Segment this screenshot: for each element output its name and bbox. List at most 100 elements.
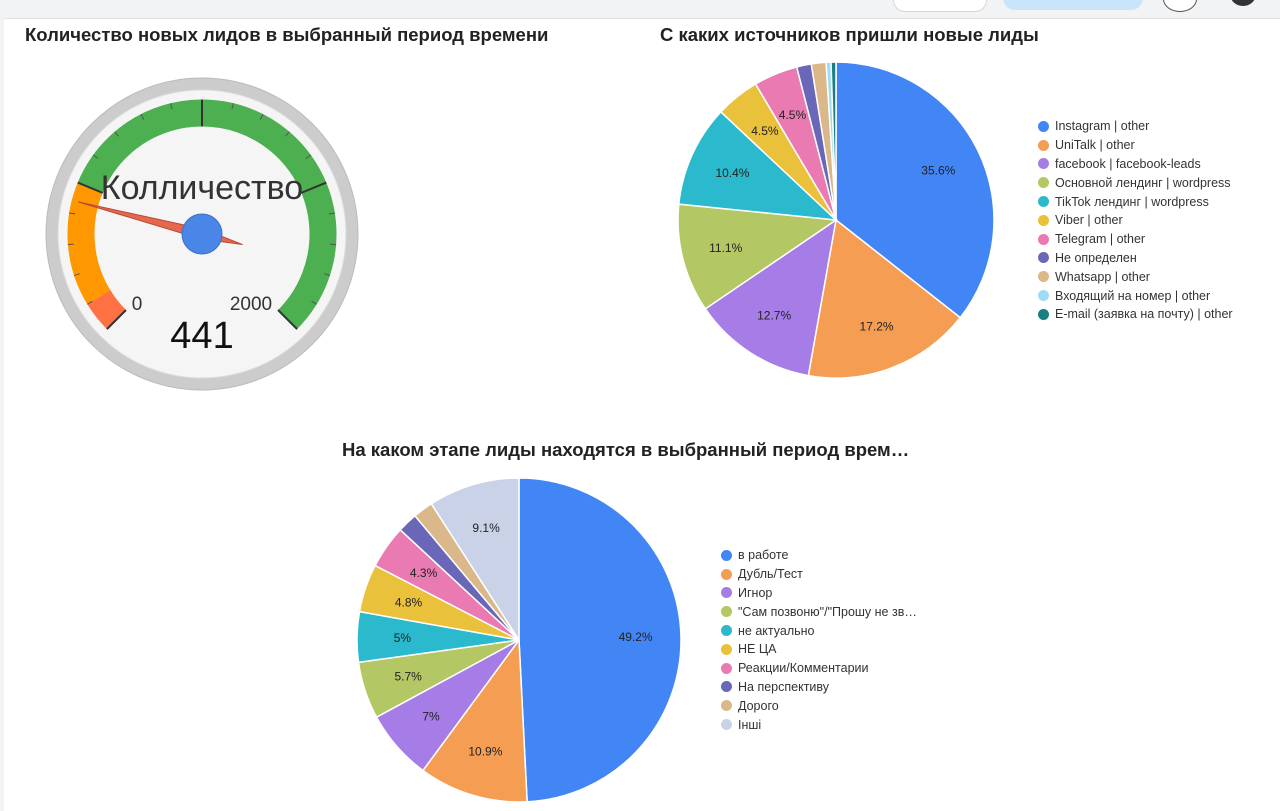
sources-pie-title: С каких источников пришли новые лиды <box>660 24 1039 45</box>
legend-label: Instagram | other <box>1055 119 1150 134</box>
legend-item[interactable]: E-mail (заявка на почту) | other <box>1038 305 1233 324</box>
pie-slice <box>421 637 528 803</box>
legend-item[interactable]: Входящий на номер | other <box>1038 286 1233 305</box>
pie-slice <box>430 477 520 643</box>
legend-label: Основной лендинг | wordpress <box>1055 175 1231 190</box>
gauge-label: Колличество <box>101 169 303 207</box>
legend-swatch <box>721 643 732 655</box>
legend-item[interactable]: Игнор <box>721 584 917 603</box>
legend-swatch <box>1038 120 1049 132</box>
gauge-minor-tick <box>259 113 264 120</box>
legend-label: Входящий на номер | other <box>1055 288 1211 303</box>
legend-label: UniTalk | other <box>1055 138 1135 153</box>
legend-swatch <box>1038 252 1049 264</box>
pie-slice <box>807 218 962 379</box>
gauge-major-tick <box>77 181 104 194</box>
legend-item[interactable]: Дорого <box>721 696 917 715</box>
pie-slice <box>677 110 839 221</box>
legend-item[interactable]: Viber | other <box>1038 211 1233 230</box>
pie-data-label: 4.5% <box>751 124 779 138</box>
legend-swatch <box>1038 196 1049 208</box>
legend-label: Дубль/Тест <box>738 567 803 582</box>
gauge-minor-tick <box>328 212 335 215</box>
avatar[interactable] <box>1230 0 1256 6</box>
legend-swatch <box>721 587 732 599</box>
pie-slice <box>518 477 682 803</box>
gauge-minor-tick <box>305 154 312 159</box>
pie-data-label: 17.2% <box>860 319 894 333</box>
legend-swatch <box>1038 177 1049 189</box>
legend-item[interactable]: Реакции/Комментарии <box>721 659 917 678</box>
pie-data-label: 11.1% <box>709 241 742 255</box>
legend-label: Інші <box>738 717 762 732</box>
legend-swatch <box>1038 271 1049 283</box>
stages-legend: в работе Дубль/Тест Игнор "Сам позвоню"/"Пр… <box>721 546 917 734</box>
legend-label: Не определен <box>1055 250 1137 265</box>
legend-item[interactable]: Дубль/Тест <box>721 565 917 584</box>
pie-data-label: 9.1% <box>472 521 500 535</box>
gauge-minor-tick <box>285 131 290 137</box>
gauge-minor-tick <box>311 300 317 305</box>
legend-swatch <box>1038 158 1049 170</box>
legend-label: E-mail (заявка на почту) | other <box>1055 307 1233 322</box>
legend-item[interactable]: Telegram | other <box>1038 230 1233 249</box>
legend-label: TikTok лендинг | wordpress <box>1055 194 1209 209</box>
pie-data-label: 5% <box>394 631 412 645</box>
legend-label: Telegram | other <box>1055 232 1146 247</box>
gauge-min-label: 0 <box>132 294 143 315</box>
sources-legend: Instagram | other UniTalk | other facebook… <box>1038 117 1233 324</box>
gauge-minor-tick <box>73 273 80 277</box>
legend-item[interactable]: TikTok лендинг | wordpress <box>1038 192 1233 211</box>
legend-label: НЕ ЦА <box>738 642 777 657</box>
gauge-minor-tick <box>114 131 119 137</box>
legend-label: "Сам позвоню"/"Прошу не зв… <box>738 604 917 619</box>
legend-label: facebook | facebook-leads <box>1055 156 1201 171</box>
gauge-title: Количество новых лидов в выбранный перио… <box>25 24 549 45</box>
gauge-major-tick <box>106 309 127 330</box>
legend-item[interactable]: UniTalk | other <box>1038 136 1233 155</box>
legend-item[interactable]: "Сам позвоню"/"Прошу не зв… <box>721 602 917 621</box>
gauge-minor-tick <box>231 103 234 110</box>
legend-item[interactable]: Основной лендинг | wordpress <box>1038 173 1233 192</box>
legend-swatch <box>1038 233 1049 245</box>
legend-item[interactable]: Whatsapp | other <box>1038 267 1233 286</box>
legend-item[interactable]: facebook | facebook-leads <box>1038 155 1233 174</box>
legend-item[interactable]: в работе <box>721 546 917 565</box>
pie-data-label: 4.5% <box>779 108 807 122</box>
gauge-minor-tick <box>87 300 93 305</box>
legend-swatch <box>721 549 732 561</box>
pie-data-label: 10.4% <box>715 166 749 180</box>
legend-swatch <box>721 662 732 674</box>
gauge-minor-tick <box>92 154 99 159</box>
legend-swatch <box>721 681 732 693</box>
gauge-minor-tick <box>170 103 173 110</box>
legend-swatch <box>721 625 732 637</box>
left-border <box>0 18 4 811</box>
legend-label: На перспективу <box>738 679 830 694</box>
toolbar-primary-button[interactable] <box>1003 0 1143 10</box>
gauge-max-label: 2000 <box>230 294 272 315</box>
pie-data-label: 4.8% <box>395 596 423 610</box>
legend-item[interactable]: Instagram | other <box>1038 117 1233 136</box>
pie-data-label: 7% <box>422 710 440 724</box>
pie-data-label: 35.6% <box>921 163 955 177</box>
legend-label: Whatsapp | other <box>1055 269 1150 284</box>
legend-item[interactable]: не актуально <box>721 621 917 640</box>
legend-label: не актуально <box>738 623 815 638</box>
legend-label: Дорого <box>738 698 779 713</box>
legend-item[interactable]: Не определен <box>1038 249 1233 268</box>
pie-data-label: 5.7% <box>395 669 423 683</box>
gauge-minor-tick <box>324 273 331 277</box>
stages-pie-title: На каком этапе лиды находятся в выбранны… <box>342 439 910 460</box>
pie-data-label: 10.9% <box>468 745 502 759</box>
legend-swatch <box>1038 290 1049 302</box>
pie-slice <box>830 61 837 221</box>
legend-swatch <box>721 700 732 712</box>
legend-item[interactable]: НЕ ЦА <box>721 640 917 659</box>
gauge-major-tick <box>277 309 298 330</box>
gauge-value: 441 <box>170 315 233 357</box>
legend-item[interactable]: На перспективу <box>721 678 917 697</box>
pie-slice <box>677 203 839 310</box>
legend-item[interactable]: Інші <box>721 715 917 734</box>
